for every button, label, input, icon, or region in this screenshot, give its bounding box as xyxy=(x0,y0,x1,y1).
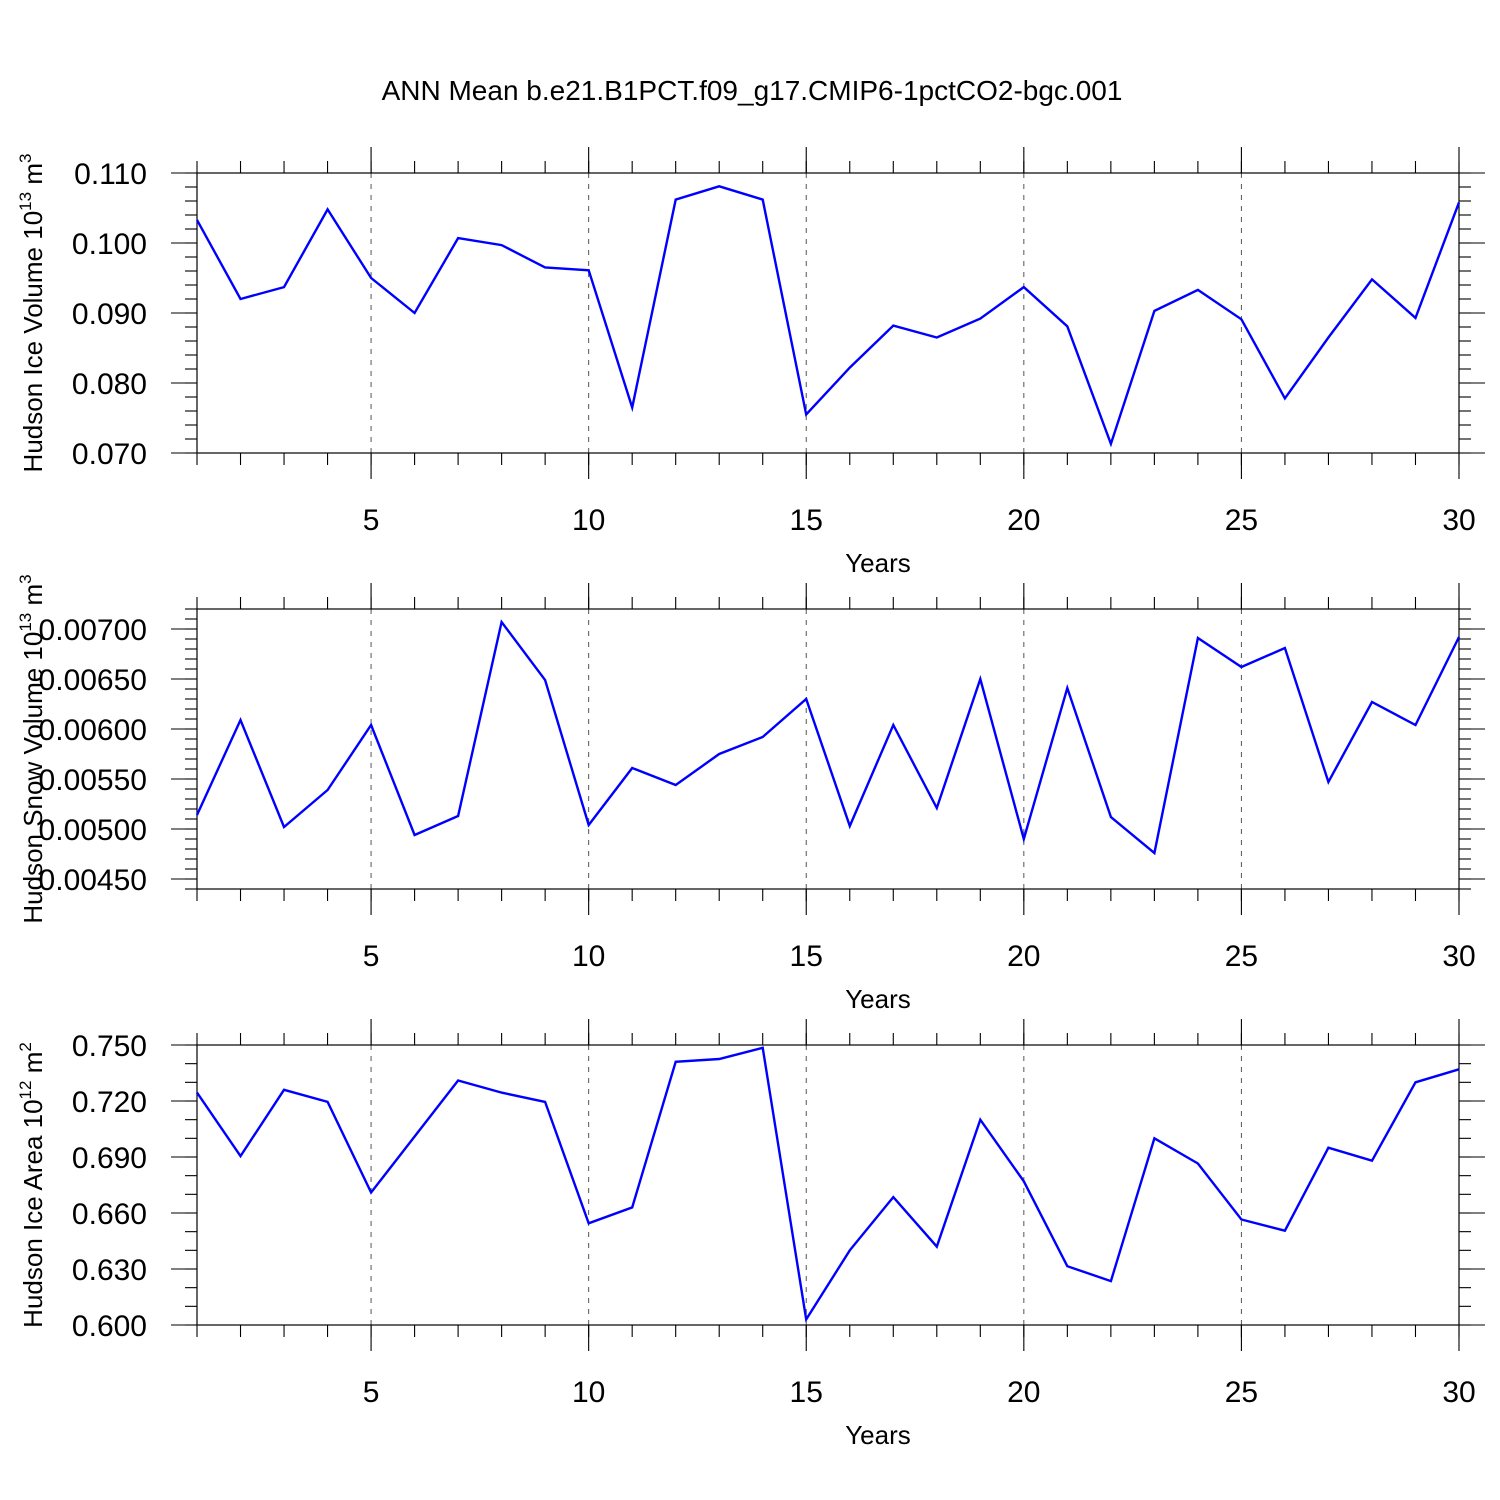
y-tick-label: 0.00450 xyxy=(39,864,147,897)
panels: 5 10 15 20 25 300.0700.0800.0900.1000.110Year… xyxy=(16,147,1485,1450)
data-line xyxy=(196,1046,1460,1323)
x-axis-label: Years xyxy=(845,984,911,1014)
y-axis-label-part: 2 xyxy=(16,1042,35,1051)
y-tick-label: 0.00550 xyxy=(39,764,147,797)
y-tick-label: 0.750 xyxy=(72,1030,147,1063)
y-axis-label-part: 13 xyxy=(16,192,35,211)
y-tick-label: 0.720 xyxy=(72,1086,147,1119)
x-tick-label: 25 xyxy=(1225,504,1258,537)
y-axis-label-part: 3 xyxy=(16,574,35,583)
x-tick-label: 20 xyxy=(1007,1376,1040,1409)
y-tick-label: 0.630 xyxy=(72,1254,147,1287)
x-tick-label: 5 xyxy=(363,1376,380,1409)
y-tick-label: 0.690 xyxy=(72,1142,147,1175)
x-tick-label: 5 xyxy=(363,504,380,537)
y-axis-label-part: m xyxy=(18,163,48,192)
y-axis-label-part: m xyxy=(18,584,48,613)
data-line xyxy=(195,619,1461,856)
x-tick-label: 25 xyxy=(1225,1376,1258,1409)
panel-2: 5 10 15 20 25 30 0.00450 0.00500 0.00550 0.00600 0… xyxy=(16,574,1485,1014)
y-tick-label: 0.00600 xyxy=(39,714,147,747)
y-axis-label: Hudson Snow Volume 1013 m3 xyxy=(16,574,48,923)
x-tick-label: 15 xyxy=(790,1376,823,1409)
x-tick-label: 10 xyxy=(572,1376,605,1409)
x-tick-label: 15 xyxy=(790,504,823,537)
y-tick-label: 0.660 xyxy=(72,1198,147,1231)
y-axis-label-part: 3 xyxy=(16,154,35,163)
y-tick-label: 0.00500 xyxy=(39,814,147,847)
panel-1: 5 10 15 20 25 30 0.070 0.080 0.090 0.100 0.110 Year… xyxy=(16,147,1485,578)
y-axis-label-part: Hudson Ice Volume 10 xyxy=(18,211,48,473)
y-tick-label: 0.00700 xyxy=(39,614,147,647)
y-tick-label: 0.070 xyxy=(72,438,147,471)
y-tick-label: 0.100 xyxy=(72,228,147,261)
plot-frame xyxy=(196,172,1460,454)
y-axis-label-part: Hudson Ice Area 10 xyxy=(18,1099,48,1327)
x-tick-label: 20 xyxy=(1007,504,1040,537)
chart-title: ANN Mean b.e21.B1PCT.f09_g17.CMIP6-1pctC… xyxy=(382,75,1123,106)
x-tick-label: 10 xyxy=(572,504,605,537)
x-tick-label: 20 xyxy=(1007,940,1040,973)
y-axis-label-part: 12 xyxy=(16,1081,35,1100)
y-axis-label-part: 13 xyxy=(16,613,35,632)
y-axis-label: Hudson Ice Volume 1013 m3 xyxy=(16,154,48,473)
y-axis-label-part: m xyxy=(18,1052,48,1081)
x-tick-label: 30 xyxy=(1442,1376,1475,1409)
x-tick-label: 15 xyxy=(790,940,823,973)
x-axis-label: Years xyxy=(845,1420,911,1450)
x-tick-label: 30 xyxy=(1442,940,1475,973)
y-axis-label: Hudson Ice Area 1012 m2 xyxy=(16,1042,48,1328)
x-axis-label: Years xyxy=(845,548,911,578)
y-tick-label: 0.00650 xyxy=(39,664,147,697)
y-tick-label: 0.090 xyxy=(72,298,147,331)
plot-frame xyxy=(196,1044,1460,1326)
x-tick-label: 5 xyxy=(363,940,380,973)
y-tick-label: 0.600 xyxy=(72,1310,147,1343)
x-tick-label: 25 xyxy=(1225,940,1258,973)
plot-frame xyxy=(196,608,1460,890)
data-line xyxy=(195,185,1461,448)
y-tick-label: 0.110 xyxy=(74,158,147,191)
y-axis-label-part: Hudson Snow Volume 10 xyxy=(18,632,48,924)
panel-3: 5 10 15 20 25 30 0.600 0.630 0.660 0.690 0.720 0.75… xyxy=(16,1019,1485,1450)
x-tick-label: 30 xyxy=(1442,504,1475,537)
y-tick-label: 0.080 xyxy=(72,368,147,401)
x-tick-label: 10 xyxy=(572,940,605,973)
